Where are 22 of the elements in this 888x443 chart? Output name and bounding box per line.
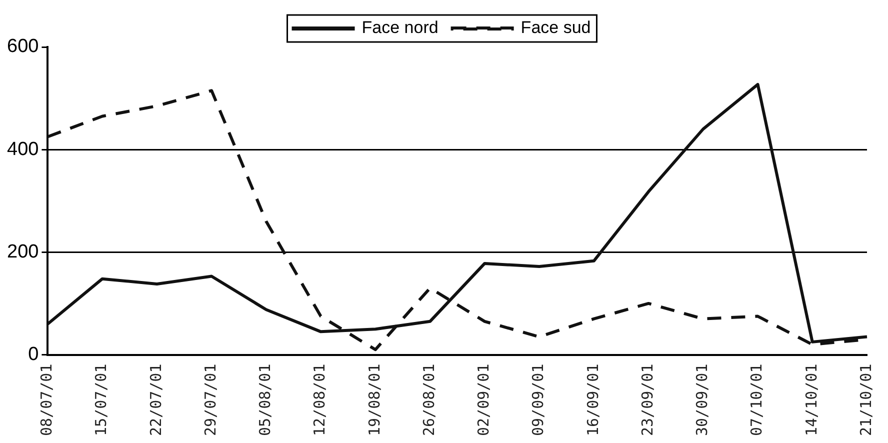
x-tick-label: 05/08/01 — [256, 364, 274, 436]
x-tick-label: 21/10/01 — [856, 364, 875, 436]
x-tick-label: 29/07/01 — [201, 364, 220, 436]
x-tick-label: 30/09/01 — [693, 364, 712, 436]
x-tick-label: 15/07/01 — [92, 364, 110, 436]
y-tick-label: 400 — [7, 138, 39, 160]
x-tick-label: 26/08/01 — [420, 364, 438, 436]
y-tick-label: 600 — [7, 36, 39, 58]
y-tick-label: 0 — [28, 344, 39, 365]
x-tick-label: 02/09/01 — [474, 364, 493, 436]
x-tick-label: 08/07/01 — [38, 364, 56, 436]
x-tick-label: 22/07/01 — [146, 364, 165, 436]
x-tick-label: 09/09/01 — [529, 364, 548, 436]
x-tick-label: 16/09/01 — [584, 364, 602, 436]
legend-label: Face sud — [520, 18, 591, 38]
legend-label: Face nord — [362, 18, 438, 38]
x-tick-label: 12/08/01 — [310, 364, 329, 436]
x-tick-label: 19/08/01 — [365, 364, 384, 436]
y-tick-label: 200 — [7, 241, 39, 262]
x-tick-label: 07/10/01 — [748, 364, 766, 436]
x-tick-label: 14/10/01 — [802, 364, 820, 436]
x-tick-label: 23/09/01 — [638, 364, 656, 436]
